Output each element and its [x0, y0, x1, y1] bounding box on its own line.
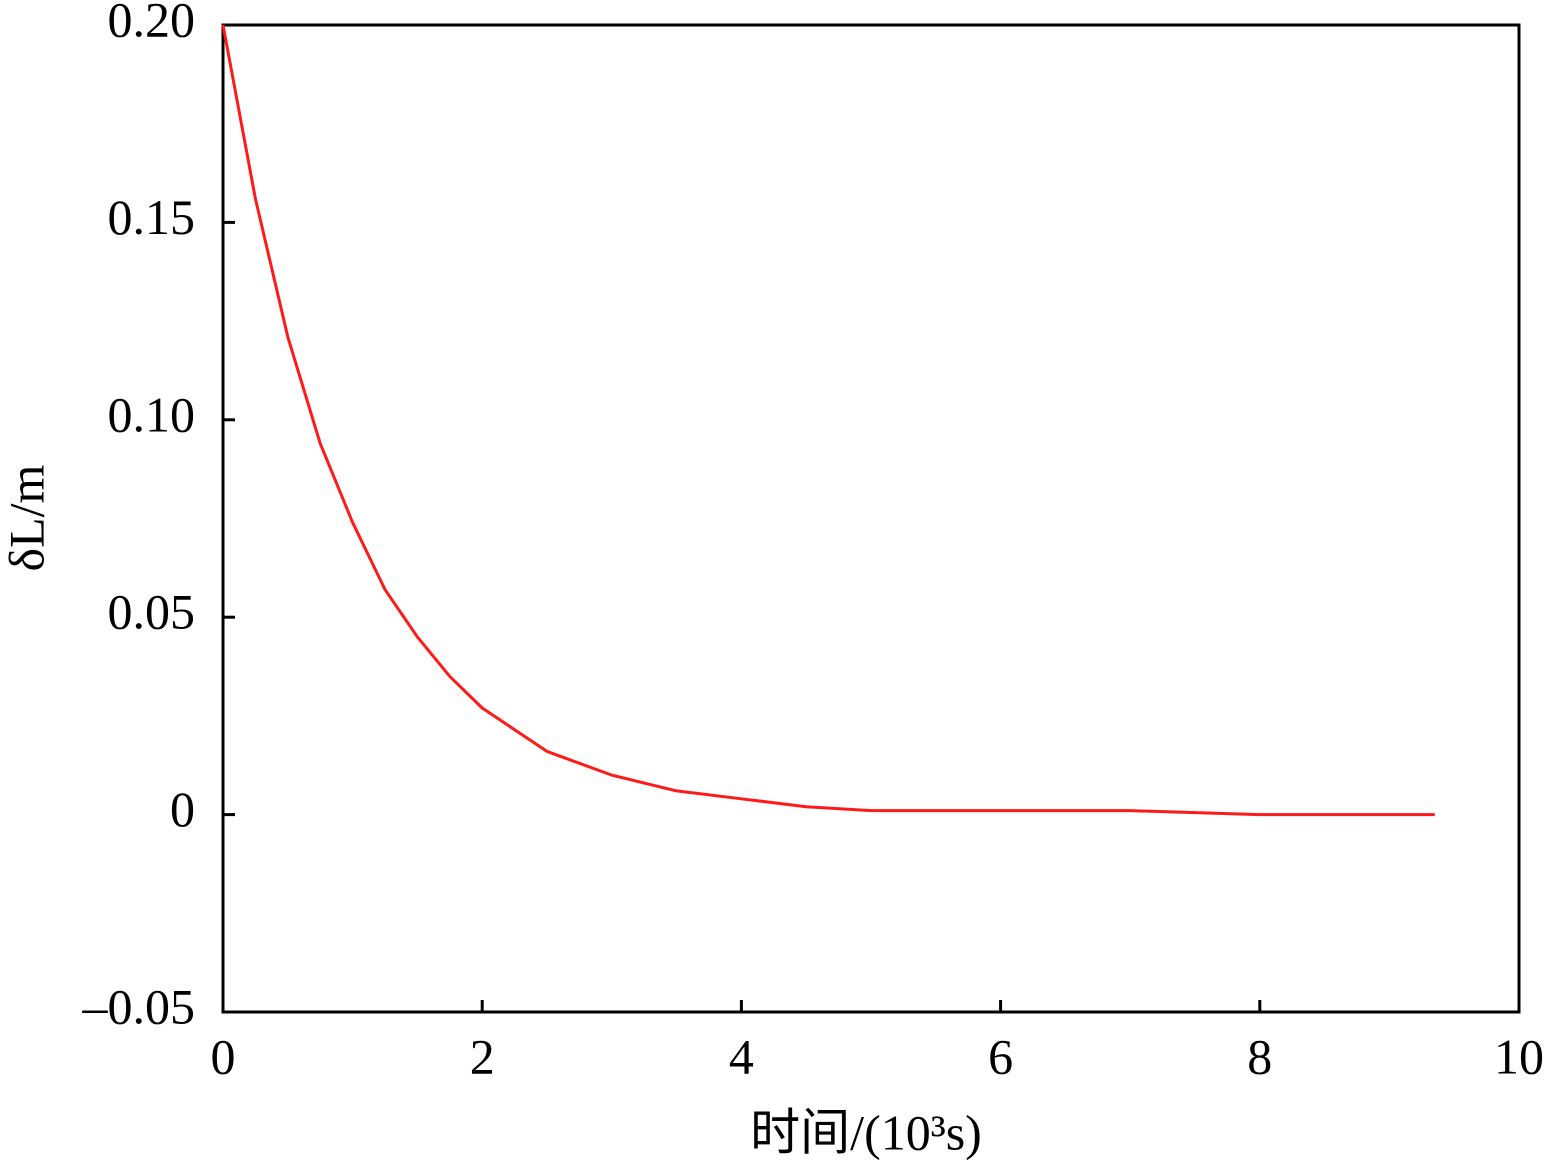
y-tick-label: –0.05: [82, 978, 196, 1034]
x-tick-label: 6: [988, 1028, 1013, 1084]
y-tick-label: 0.05: [108, 584, 196, 640]
y-axis-label: δL/m: [0, 464, 54, 571]
x-tick-label: 0: [211, 1028, 236, 1084]
x-tick-label: 2: [470, 1028, 495, 1084]
x-axis-label: 时间/(10³s): [750, 1104, 982, 1160]
y-tick-label: 0.15: [108, 189, 196, 245]
y-tick-label: 0.10: [108, 386, 196, 442]
x-tick-label: 8: [1247, 1028, 1272, 1084]
data-line: [221, 24, 1435, 817]
x-tick-label: 4: [729, 1028, 754, 1084]
x-tick-label: 10: [1494, 1028, 1544, 1084]
plot-frame: [221, 23, 1521, 1014]
y-tick-label: 0: [170, 781, 195, 837]
y-tick-label: 0.20: [108, 0, 196, 47]
